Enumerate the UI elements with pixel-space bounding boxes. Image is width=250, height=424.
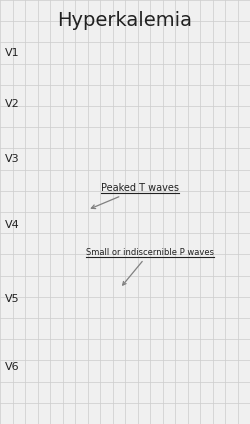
Text: Peaked T waves: Peaked T waves [91, 183, 179, 209]
Text: Hyperkalemia: Hyperkalemia [58, 11, 192, 30]
Text: V2: V2 [5, 99, 20, 109]
Text: Small or indiscernible P waves: Small or indiscernible P waves [86, 248, 214, 285]
Text: V3: V3 [5, 154, 20, 164]
Text: V4: V4 [5, 220, 20, 230]
Text: V1: V1 [5, 48, 20, 58]
Text: V5: V5 [5, 294, 20, 304]
Text: V6: V6 [5, 362, 20, 372]
